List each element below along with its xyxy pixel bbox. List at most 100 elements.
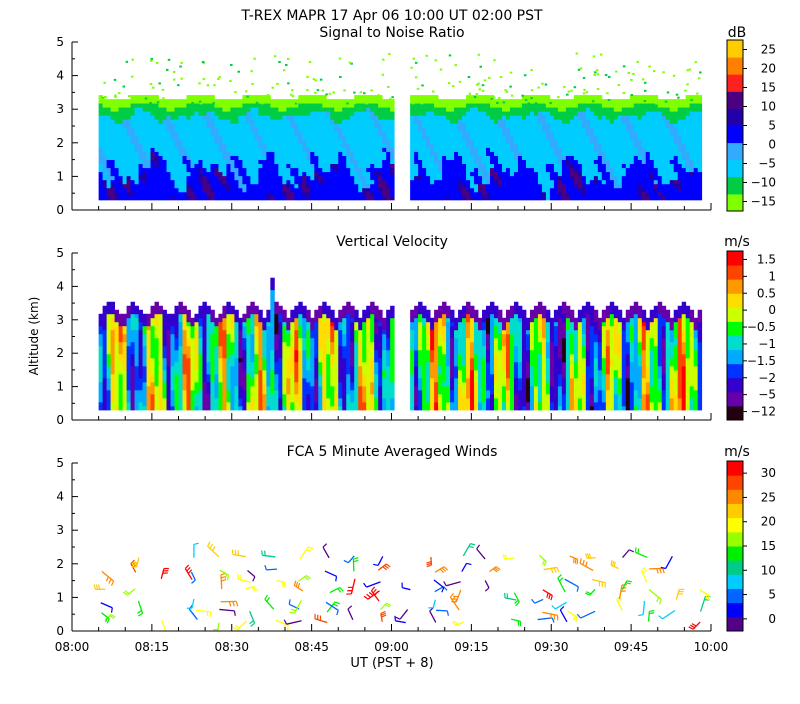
heatmap-cell [206,358,210,362]
heatmap-cell [278,103,282,107]
heatmap-cell [522,156,526,160]
heatmap-cell [362,172,366,176]
heatmap-cell [202,176,206,180]
heatmap-cell [690,95,694,99]
heatmap-cell [99,180,103,184]
heatmap-cell [282,148,286,152]
heatmap-cell [115,338,119,342]
heatmap-cell [159,366,163,370]
heatmap-cell [210,330,214,334]
heatmap-cell [502,160,506,164]
heatmap-cell [250,111,254,115]
heatmap-cell [159,374,163,378]
heatmap-cell [175,127,179,131]
heatmap-cell [298,119,302,123]
heatmap-cell [214,127,218,131]
heatmap-cell [530,156,534,160]
heatmap-cell [590,192,594,196]
heatmap-cell [378,148,382,152]
heatmap-cell [474,139,478,143]
heatmap-cell [646,115,650,119]
heatmap-cell [99,107,103,111]
heatmap-cell [202,180,206,184]
heatmap-cell [306,131,310,135]
heatmap-cell [127,184,131,188]
heatmap-cell [206,103,210,107]
heatmap-cell [362,168,366,172]
heatmap-cell [115,152,119,156]
heatmap-cell [534,139,538,143]
heatmap-cell [143,111,147,115]
heatmap-cell [99,354,103,358]
heatmap-cell [538,107,542,111]
heatmap-cell [594,160,598,164]
heatmap-cell [514,131,518,135]
heatmap-cell [123,314,127,318]
heatmap-cell [322,107,326,111]
heatmap-cell [318,188,322,192]
heatmap-cell [190,131,194,135]
heatmap-cell [362,139,366,143]
heatmap-cell [698,103,702,107]
heatmap-cell [298,127,302,131]
heatmap-cell [135,152,139,156]
noise-speck [217,78,220,80]
heatmap-cell [175,398,179,402]
noise-speck [332,91,335,93]
heatmap-cell [698,152,702,156]
heatmap-cell [123,338,127,342]
heatmap-cell [570,184,574,188]
heatmap-cell [226,382,230,386]
heatmap-cell [171,318,175,322]
heatmap-cell [123,196,127,200]
heatmap-cell [350,107,354,111]
heatmap-cell [230,160,234,164]
heatmap-cell [366,172,370,176]
heatmap-cell [286,160,290,164]
heatmap-cell [238,390,242,394]
heatmap-cell [378,176,382,180]
heatmap-cell [610,164,614,168]
heatmap-cell [155,164,159,168]
heatmap-cell [186,386,190,390]
heatmap-cell [198,346,202,350]
snr-units: dB [728,25,747,41]
heatmap-cell [123,366,127,370]
heatmap-cell [282,131,286,135]
heatmap-cell [570,192,574,196]
noise-speck [455,102,458,104]
heatmap-cell [298,156,302,160]
heatmap-cell [590,164,594,168]
heatmap-cell [638,127,642,131]
heatmap-cell [167,176,171,180]
heatmap-cell [111,386,115,390]
noise-speck [662,71,665,73]
heatmap-cell [362,196,366,200]
heatmap-cell [206,115,210,119]
heatmap-cell [634,196,638,200]
heatmap-cell [510,131,514,135]
heatmap-cell [654,115,658,119]
heatmap-cell [466,107,470,111]
heatmap-cell [163,334,167,338]
noise-speck [267,94,270,96]
heatmap-cell [159,192,163,196]
heatmap-cell [194,115,198,119]
heatmap-cell [198,310,202,314]
heatmap-cell [330,115,334,119]
heatmap-cell [182,382,186,386]
heatmap-cell [182,192,186,196]
heatmap-cell [202,135,206,139]
heatmap-cell [478,143,482,147]
heatmap-cell [678,188,682,192]
heatmap-cell [478,95,482,99]
heatmap-cell [190,370,194,374]
heatmap-cell [159,188,163,192]
heatmap-cell [135,398,139,402]
heatmap-cell [167,172,171,176]
heatmap-cell [558,164,562,168]
heatmap-cell [378,160,382,164]
heatmap-cell [274,188,278,192]
heatmap-cell [310,180,314,184]
heatmap-cell [626,148,630,152]
